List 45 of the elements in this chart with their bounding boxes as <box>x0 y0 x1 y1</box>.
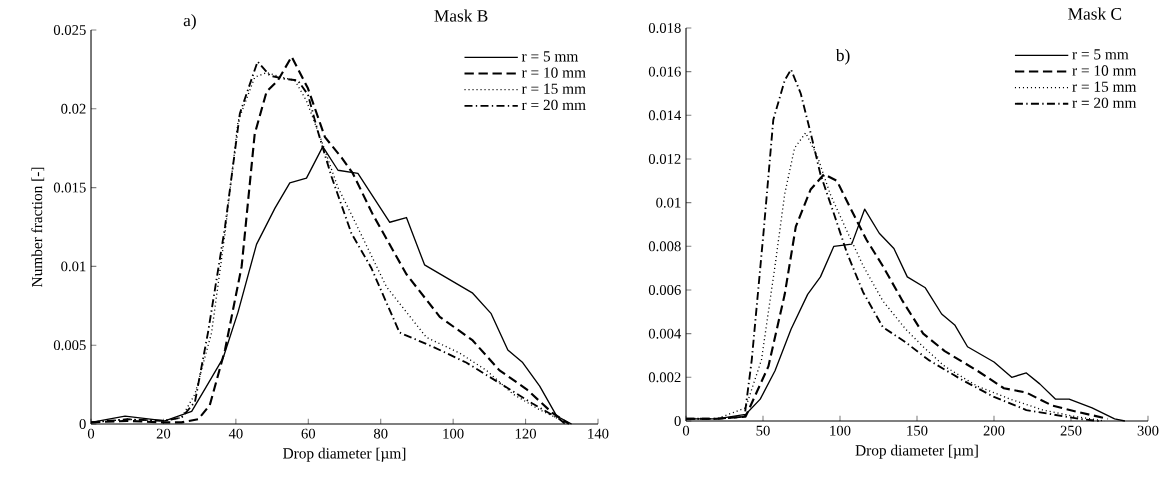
y-axis-title: Number fraction [-] <box>31 167 45 287</box>
legend-label: r = 10 mm <box>521 67 586 78</box>
x-tick-label: 60 <box>301 428 316 439</box>
x-tick-label: 150 <box>907 425 928 436</box>
x-axis-title: Drop diameter [µm] <box>283 447 406 462</box>
legend-label: r = 5 mm <box>521 51 579 62</box>
x-tick-label: 20 <box>156 428 171 439</box>
legend-label: r = 20 mm <box>1072 97 1137 109</box>
legend-label: r = 15 mm <box>1072 81 1137 92</box>
legend-label: r = 20 mm <box>521 99 586 111</box>
x-tick-label: 0 <box>87 428 95 439</box>
y-tick-label: 0.004 <box>648 328 682 339</box>
x-tick-label: 40 <box>228 428 243 439</box>
y-tick-label: 0 <box>674 416 681 426</box>
y-tick-label: 0.02 <box>61 103 86 114</box>
x-tick-label: 100 <box>830 425 851 436</box>
y-tick-label: 0.015 <box>53 182 86 193</box>
x-tick-label: 100 <box>443 428 464 439</box>
y-tick-label: 0.005 <box>53 340 86 351</box>
x-tick-label: 140 <box>588 428 609 439</box>
x-tick-label: 120 <box>515 428 537 439</box>
y-tick-label: 0.01 <box>656 197 681 208</box>
y-tick-label: 0.012 <box>648 154 681 164</box>
text: a) <box>183 14 196 30</box>
y-tick-label: 0.025 <box>53 25 86 35</box>
x-tick-label: 250 <box>1060 425 1082 436</box>
x-tick-label: 300 <box>1137 425 1159 436</box>
y-tick-label: 0.006 <box>648 285 681 295</box>
y-tick-label: 0.008 <box>648 241 681 252</box>
legend-label: r = 10 mm <box>1072 65 1137 76</box>
x-tick-label: 0 <box>682 425 690 436</box>
chart-title: Mask B <box>434 9 488 22</box>
y-tick-label: 0.01 <box>61 261 86 272</box>
x-axis-title: Drop diameter [µm] <box>855 444 978 459</box>
chart-title: Mask C <box>1068 7 1122 20</box>
annotation: b) <box>835 48 850 65</box>
y-tick-label: 0.002 <box>648 372 681 383</box>
x-tick-label: 50 <box>756 425 770 436</box>
legend-label: r = 15 mm <box>521 83 586 94</box>
y-tick-label: 0.018 <box>648 23 681 33</box>
x-tick-label: 80 <box>373 428 388 439</box>
y-tick-label: 0.014 <box>648 110 682 121</box>
legend-label: r = 5 mm <box>1072 49 1129 60</box>
y-tick-label: 0.016 <box>648 66 681 77</box>
x-tick-label: 200 <box>983 425 1005 436</box>
